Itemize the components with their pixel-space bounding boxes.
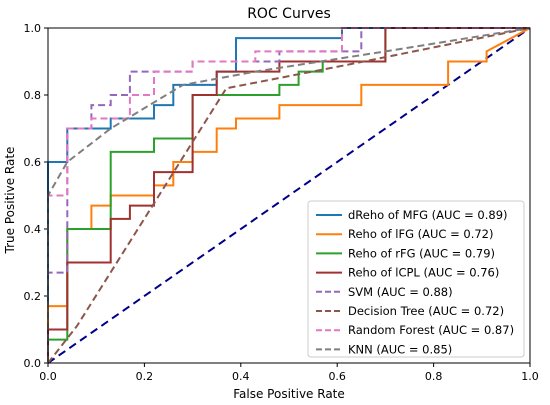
y-axis-title: True Positive Rate [3,147,17,255]
legend-label: Random Forest (AUC = 0.87) [348,323,514,337]
y-tick-label: 0.4 [24,223,42,236]
x-tick-label: 0.4 [232,370,250,383]
series-line-7 [47,27,530,363]
series-line-8 [47,27,531,363]
chance-line [47,27,531,364]
legend-label: dReho of MFG (AUC = 0.89) [348,208,508,222]
legend-label: KNN (AUC = 0.85) [348,342,452,356]
series-line-6 [47,27,531,364]
y-tick-label: 0.2 [24,290,42,303]
y-tick-label: 0.6 [24,156,42,169]
x-axis-ticks: 0.0 0.2 0.4 0.6 0.8 1.0 [39,363,539,383]
legend-label: SVM (AUC = 0.88) [348,285,453,299]
chart-title: ROC Curves [247,6,331,22]
legend-label: Reho of lCPL (AUC = 0.76) [348,266,499,280]
legend-label: Decision Tree (AUC = 0.72) [348,304,504,318]
legend: dReho of MFG (AUC = 0.89) Reho of lFG (AU… [307,200,525,358]
y-tick-label: 1.0 [24,22,42,35]
y-axis-ticks: 0.0 0.2 0.4 0.6 0.8 1.0 [24,22,48,370]
series-lines [47,27,531,364]
plot-frame [47,27,531,364]
legend-label: Reho of lFG (AUC = 0.72) [348,227,494,241]
x-tick-label: 0.2 [136,370,154,383]
x-tick-label: 0.0 [39,370,57,383]
legend-box [307,200,525,358]
x-tick-label: 1.0 [521,370,539,383]
y-tick-label: 0.0 [24,357,42,370]
x-axis-title: False Positive Rate [233,387,345,401]
y-tick-label: 0.8 [24,89,42,102]
x-tick-label: 0.6 [328,370,346,383]
legend-label: Reho of rFG (AUC = 0.79) [348,246,495,260]
x-tick-label: 0.8 [425,370,443,383]
